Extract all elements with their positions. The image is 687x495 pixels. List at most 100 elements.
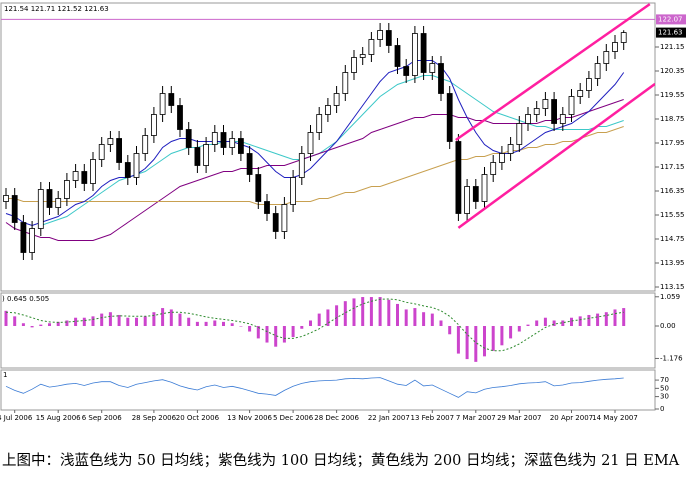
channel-line [457,82,655,229]
macd-bar [396,303,399,326]
candle-body [142,135,149,154]
candle-body [29,228,36,253]
macd-bar [187,317,191,326]
candle-body [211,132,218,145]
candle-body [612,42,618,52]
macd-bar [48,323,51,326]
candle-body [150,114,157,136]
candle-body [385,30,392,46]
macd-bar [204,321,208,326]
candle-body [11,195,18,223]
y-tick-label: 113.15 [660,283,685,291]
macd-bar [65,320,69,326]
candle-body [342,72,349,94]
candle-body [455,141,462,214]
y-tick-label: 119.55 [660,91,685,99]
candle-body [525,114,531,124]
macd-bar [491,326,495,351]
macd-bar [56,321,60,326]
candle-body [568,96,575,115]
price-info: 121.54 121.71 121.52 121.63 [4,5,109,13]
macd-bar [300,326,304,329]
macd-bar [4,310,8,326]
y-tick-label: 30 [660,393,669,401]
candle-body [203,144,210,166]
price-label-box [656,27,686,38]
macd-bar [126,317,130,326]
candle-body [542,99,549,109]
candle-body [281,204,288,232]
candle-body [116,138,122,163]
macd-bar [152,312,156,326]
x-tick-label: 20 Apr 2007 [550,414,593,422]
candle-body [316,114,323,133]
macd-bar [543,317,547,326]
candle-body [507,144,514,154]
y-tick-label: 117.95 [660,139,685,147]
moving-average-line [40,75,624,226]
macd-bar [517,326,521,332]
oscillator-line [5,377,624,398]
macd-bar [195,321,199,326]
macd-bar [465,326,469,360]
y-tick-label: -1.176 [660,354,683,362]
x-tick-label: 4 Jul 2006 [0,414,33,422]
candle-body [133,153,140,178]
macd-bar [100,313,104,326]
macd-bar [570,317,573,326]
x-tick-label: 14 May 2007 [592,414,638,422]
y-tick-label: 1.059 [660,293,680,301]
candle-body [264,201,270,214]
macd-bar [509,326,513,339]
y-tick-label: 0 [660,405,664,413]
candle-body [577,90,584,97]
y-tick-label: 120.35 [660,67,685,75]
macd-bar [596,313,600,326]
macd-bar [413,308,417,326]
candle-body [272,213,279,232]
candle-body [472,186,479,202]
macd-bar [474,326,478,362]
candle-body [594,63,601,79]
macd-signal-line [5,298,624,352]
candle-body [324,105,331,115]
macd-bar [143,316,147,326]
candle-body [420,33,427,73]
macd-bar [552,320,556,326]
candle-body [72,171,79,181]
candle-body [255,174,262,202]
macd-bar [248,326,252,332]
x-tick-label: 7 Mar 2007 [456,414,496,422]
candle-body [394,45,401,67]
macd-bar [178,313,182,326]
candle-body [55,198,62,208]
x-tick-label: 20 Oct 2006 [176,414,220,422]
macd-bar [74,317,78,326]
macd-bar [448,326,452,335]
candle-body [464,186,471,214]
macd-bar [378,297,382,326]
macd-bar [291,326,295,338]
candle-body [81,171,88,184]
candle-body [516,123,523,145]
candle-body [429,63,436,73]
level-label: 122.07 [658,15,683,23]
candle-body [64,180,70,199]
candle-body [411,33,418,76]
level-label-box [656,14,686,25]
macd-bar [135,317,138,326]
candle-body [551,99,557,124]
candle-body [220,132,227,148]
macd-bar [578,316,582,326]
x-tick-label: 13 Nov 2006 [227,414,272,422]
macd-bar [387,299,391,326]
candle-body [298,153,305,178]
channel-line [455,3,651,142]
macd-bar [222,321,225,326]
oscillator-panel [0,369,656,411]
macd-bar [91,316,95,326]
candle-body [559,114,566,124]
candle-body [194,147,201,166]
y-tick-label: 70 [660,376,669,384]
